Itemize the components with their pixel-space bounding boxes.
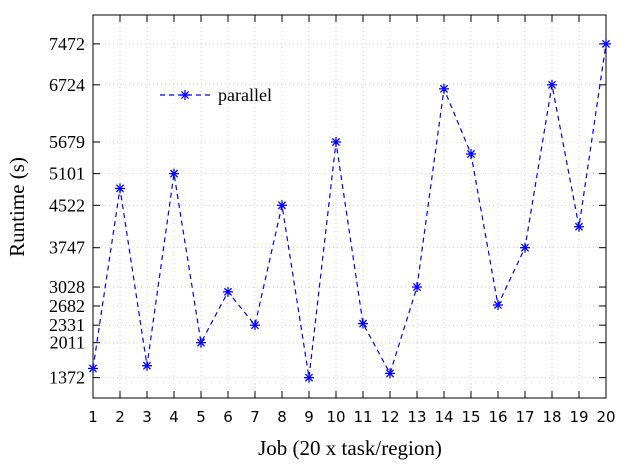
- data-point: [142, 360, 152, 371]
- axes: [92, 14, 607, 399]
- data-point: [223, 286, 233, 297]
- x-tick-label: 20: [596, 408, 615, 426]
- data-point: [574, 221, 584, 232]
- x-tick-label: 17: [515, 408, 534, 426]
- grid: [92, 15, 607, 398]
- plot-area: [88, 38, 611, 383]
- y-tick-label: 6724: [49, 75, 85, 95]
- data-point: [169, 168, 179, 179]
- data-point: [196, 337, 206, 348]
- x-tick-label: 8: [277, 408, 287, 426]
- x-tick-label: 14: [434, 408, 453, 426]
- legend-marker: [180, 90, 190, 100]
- y-tick-label: 2011: [50, 333, 85, 353]
- data-point: [385, 368, 395, 379]
- data-point: [115, 183, 125, 194]
- x-tick-label: 4: [169, 408, 179, 426]
- legend: parallel: [160, 85, 272, 105]
- x-tick-label: 16: [488, 408, 507, 426]
- x-tick-label: 13: [407, 408, 426, 426]
- data-point: [520, 242, 530, 253]
- plot-frame: [92, 14, 607, 399]
- data-point: [466, 148, 476, 159]
- x-tick-label: 7: [250, 408, 260, 426]
- y-tick-label: 1372: [49, 368, 85, 388]
- data-point: [277, 200, 287, 211]
- y-axis-label: Runtime (s): [5, 157, 29, 257]
- legend-label: parallel: [218, 85, 272, 105]
- data-point: [412, 282, 422, 293]
- x-tick-label: 15: [461, 408, 480, 426]
- x-axis-label: Job (20 x task/region): [258, 436, 442, 460]
- data-point: [547, 79, 557, 90]
- y-tick-label: 4522: [49, 195, 85, 215]
- x-tick-label: 19: [569, 408, 588, 426]
- data-point: [439, 83, 449, 94]
- x-tick-label: 3: [142, 408, 152, 426]
- y-tick-label: 3747: [49, 238, 85, 258]
- data-point: [601, 38, 611, 49]
- x-axis-ticks: 1 2 3 4 5 6 7 8 9 10 11 12 13 14 15 16 17 18 19 20: [88, 15, 616, 426]
- data-point: [88, 363, 98, 374]
- x-tick-label: 5: [196, 408, 206, 426]
- x-tick-label: 11: [353, 408, 372, 426]
- y-tick-label: 5101: [49, 164, 85, 184]
- y-tick-label: 2682: [49, 296, 85, 316]
- x-tick-label: 9: [304, 408, 314, 426]
- y-tick-label: 7472: [49, 34, 85, 54]
- data-point: [493, 299, 503, 310]
- y-tick-label: 3028: [49, 277, 85, 297]
- x-tick-label: 6: [223, 408, 233, 426]
- x-tick-label: 10: [326, 408, 345, 426]
- series-line-parallel: [92, 43, 607, 378]
- y-tick-label: 5679: [49, 132, 85, 152]
- x-tick-label: 2: [115, 408, 125, 426]
- y-tick-label: 2331: [49, 315, 85, 335]
- data-point: [304, 372, 314, 383]
- data-point: [358, 318, 368, 329]
- x-tick-label: 18: [542, 408, 561, 426]
- data-point: [331, 136, 341, 147]
- x-tick-label: 12: [380, 408, 399, 426]
- x-tick-label: 1: [88, 408, 98, 426]
- data-point: [250, 320, 260, 331]
